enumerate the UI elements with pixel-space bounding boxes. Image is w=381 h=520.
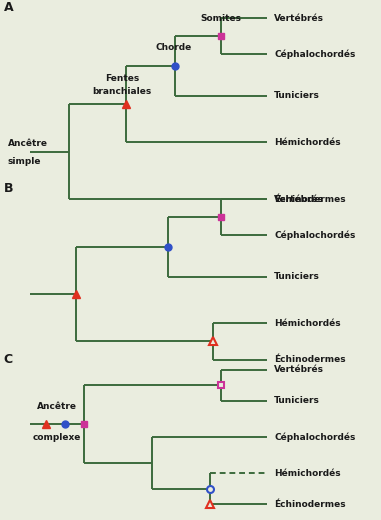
Text: Céphalochordés: Céphalochordés [274, 433, 356, 442]
Text: Hémichordés: Hémichordés [274, 469, 341, 478]
Text: Tuniciers: Tuniciers [274, 91, 320, 100]
Text: Vertébrés: Vertébrés [274, 14, 324, 22]
Text: Ancêtre: Ancêtre [8, 139, 48, 148]
Text: Vertébrés: Vertébrés [274, 194, 324, 204]
Text: Céphalochordés: Céphalochordés [274, 231, 356, 240]
Text: Hémichordés: Hémichordés [274, 319, 341, 328]
Text: Ancêtre: Ancêtre [37, 401, 77, 411]
Text: Tuniciers: Tuniciers [274, 396, 320, 406]
Text: Vertébrés: Vertébrés [274, 366, 324, 374]
Text: C: C [4, 353, 13, 366]
Text: Hémichordés: Hémichordés [274, 138, 341, 147]
Text: Échinodermes: Échinodermes [274, 355, 346, 364]
Text: A: A [4, 1, 13, 14]
Text: simple: simple [8, 158, 41, 166]
Text: branchiales: branchiales [92, 87, 152, 96]
Text: Tuniciers: Tuniciers [274, 272, 320, 281]
Text: Échinodermes: Échinodermes [274, 500, 346, 509]
Text: B: B [4, 183, 13, 196]
Text: Fentes: Fentes [105, 74, 139, 83]
Text: Somites: Somites [200, 14, 242, 22]
Text: Échinodermes: Échinodermes [274, 194, 346, 204]
Text: Céphalochordés: Céphalochordés [274, 49, 356, 59]
Text: Chorde: Chorde [155, 43, 192, 53]
Text: complexe: complexe [33, 433, 81, 441]
